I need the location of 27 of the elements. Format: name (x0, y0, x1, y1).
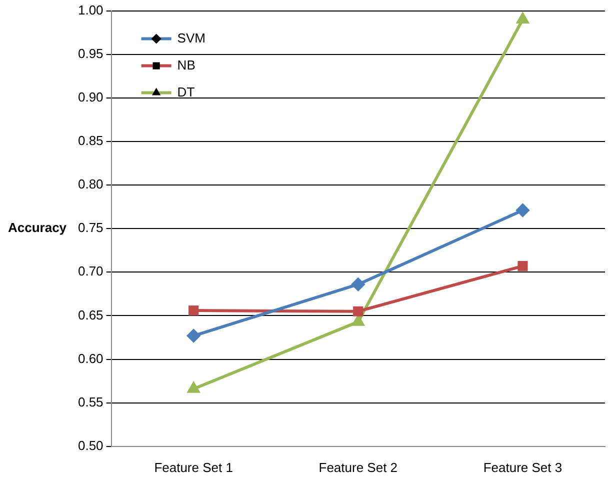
legend-label: SVM (177, 30, 206, 46)
x-tick-label: Feature Set 1 (154, 460, 233, 475)
point (187, 329, 200, 342)
y-tick-label: 1.00 (78, 2, 104, 18)
point (188, 305, 199, 316)
y-tick-label: 0.80 (78, 176, 104, 192)
y-tick-label: 0.95 (78, 46, 104, 61)
point (516, 13, 529, 24)
legend-label: NB (177, 57, 196, 72)
y-tick-label: 0.90 (78, 90, 104, 104)
point (188, 382, 200, 393)
legend-label: DT (177, 84, 195, 100)
y-tick-label: 0.60 (78, 350, 104, 366)
point (352, 278, 365, 291)
y-tick-label: 0.70 (78, 264, 104, 279)
x-tick-label: Feature Set 2 (318, 460, 398, 475)
y-tick-label: 0.85 (78, 133, 104, 148)
y-tick-label: 0.55 (78, 394, 104, 410)
point (518, 261, 528, 272)
y-tick-label: 0.75 (78, 220, 104, 236)
x-tick-label: Feature Set 3 (483, 460, 562, 475)
point (516, 204, 530, 217)
point (353, 306, 364, 316)
y-tick-label: 0.65 (78, 307, 104, 322)
y-axis-title: Accuracy (8, 220, 68, 236)
point (352, 315, 364, 326)
y-tick-label: 0.50 (78, 438, 104, 453)
